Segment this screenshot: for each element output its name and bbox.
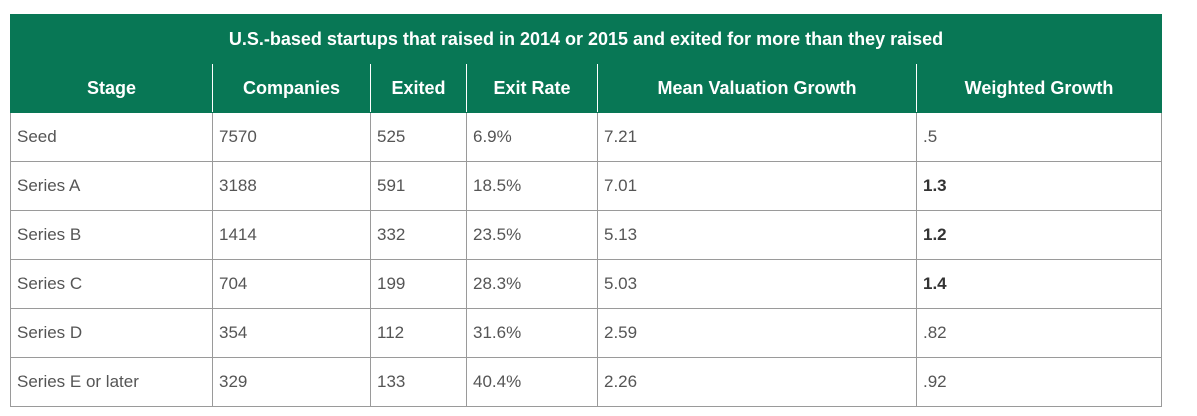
- cell-mean-valuation-growth: 7.01: [597, 161, 917, 211]
- cell-mean-valuation-growth: 5.03: [597, 259, 917, 309]
- cell-stage: Series D: [10, 308, 213, 358]
- cell-exit-rate: 28.3%: [466, 259, 598, 309]
- cell-exited: 332: [370, 210, 467, 260]
- cell-companies: 354: [212, 308, 371, 358]
- header-exited: Exited: [370, 63, 467, 113]
- cell-exit-rate: 31.6%: [466, 308, 598, 358]
- cell-exited: 199: [370, 259, 467, 309]
- cell-companies: 704: [212, 259, 371, 309]
- header-stage: Stage: [10, 63, 213, 113]
- cell-mean-valuation-growth: 7.21: [597, 112, 917, 162]
- header-mean-valuation-growth: Mean Valuation Growth: [597, 63, 917, 113]
- startup-exits-table: U.S.-based startups that raised in 2014 …: [9, 14, 1163, 407]
- cell-weighted-growth: .5: [915, 112, 1163, 162]
- cell-companies: 7570: [212, 112, 371, 162]
- table-row: Series E or later 329 133 40.4% 2.26 .92: [10, 357, 1163, 407]
- cell-stage: Series A: [10, 161, 213, 211]
- table-row: Series B 1414 332 23.5% 5.13 1.2: [10, 210, 1163, 260]
- cell-stage: Series C: [10, 259, 213, 309]
- cell-exited: 525: [370, 112, 467, 162]
- cell-weighted-growth: 1.2: [915, 210, 1163, 260]
- table-row: Series D 354 112 31.6% 2.59 .82: [10, 308, 1163, 358]
- cell-companies: 1414: [212, 210, 371, 260]
- cell-weighted-growth: 1.3: [915, 161, 1163, 211]
- table-row: Series A 3188 591 18.5% 7.01 1.3: [10, 161, 1163, 211]
- cell-exited: 133: [370, 357, 467, 407]
- cell-exited: 591: [370, 161, 467, 211]
- cell-mean-valuation-growth: 2.26: [597, 357, 917, 407]
- cell-weighted-growth: .82: [915, 308, 1163, 358]
- cell-stage: Series E or later: [10, 357, 213, 407]
- cell-stage: Series B: [10, 210, 213, 260]
- cell-stage: Seed: [10, 112, 213, 162]
- cell-exited: 112: [370, 308, 467, 358]
- table-title: U.S.-based startups that raised in 2014 …: [9, 14, 1163, 64]
- cell-mean-valuation-growth: 5.13: [597, 210, 917, 260]
- startup-exits-table-container: U.S.-based startups that raised in 2014 …: [9, 14, 1163, 407]
- cell-mean-valuation-growth: 2.59: [597, 308, 917, 358]
- table-row: Series C 704 199 28.3% 5.03 1.4: [10, 259, 1163, 309]
- cell-exit-rate: 23.5%: [466, 210, 598, 260]
- header-exit-rate: Exit Rate: [466, 63, 598, 113]
- cell-weighted-growth: .92: [915, 357, 1163, 407]
- table-title-row: U.S.-based startups that raised in 2014 …: [9, 14, 1163, 64]
- header-weighted-growth: Weighted Growth: [915, 63, 1163, 113]
- cell-weighted-growth: 1.4: [915, 259, 1163, 309]
- cell-exit-rate: 40.4%: [466, 357, 598, 407]
- cell-exit-rate: 18.5%: [466, 161, 598, 211]
- cell-companies: 3188: [212, 161, 371, 211]
- table-header-row: Stage Companies Exited Exit Rate Mean Va…: [10, 63, 1163, 113]
- cell-exit-rate: 6.9%: [466, 112, 598, 162]
- cell-companies: 329: [212, 357, 371, 407]
- header-companies: Companies: [212, 63, 371, 113]
- table-row: Seed 7570 525 6.9% 7.21 .5: [10, 112, 1163, 162]
